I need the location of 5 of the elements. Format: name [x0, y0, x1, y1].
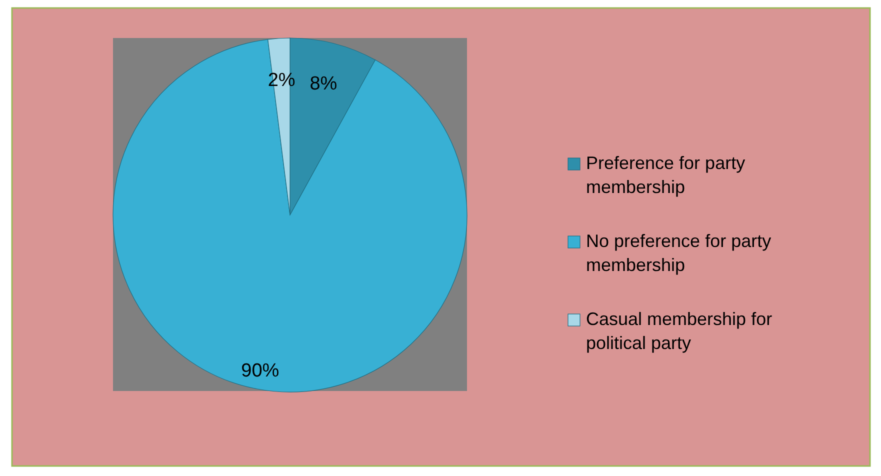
data-label: 90%	[241, 360, 280, 382]
data-label: 8%	[310, 74, 338, 95]
legend-label: Casual membership for political party	[586, 308, 772, 353]
legend-label: No preference for party membership	[586, 230, 772, 275]
legend-label: Preference for party membership	[586, 152, 746, 197]
